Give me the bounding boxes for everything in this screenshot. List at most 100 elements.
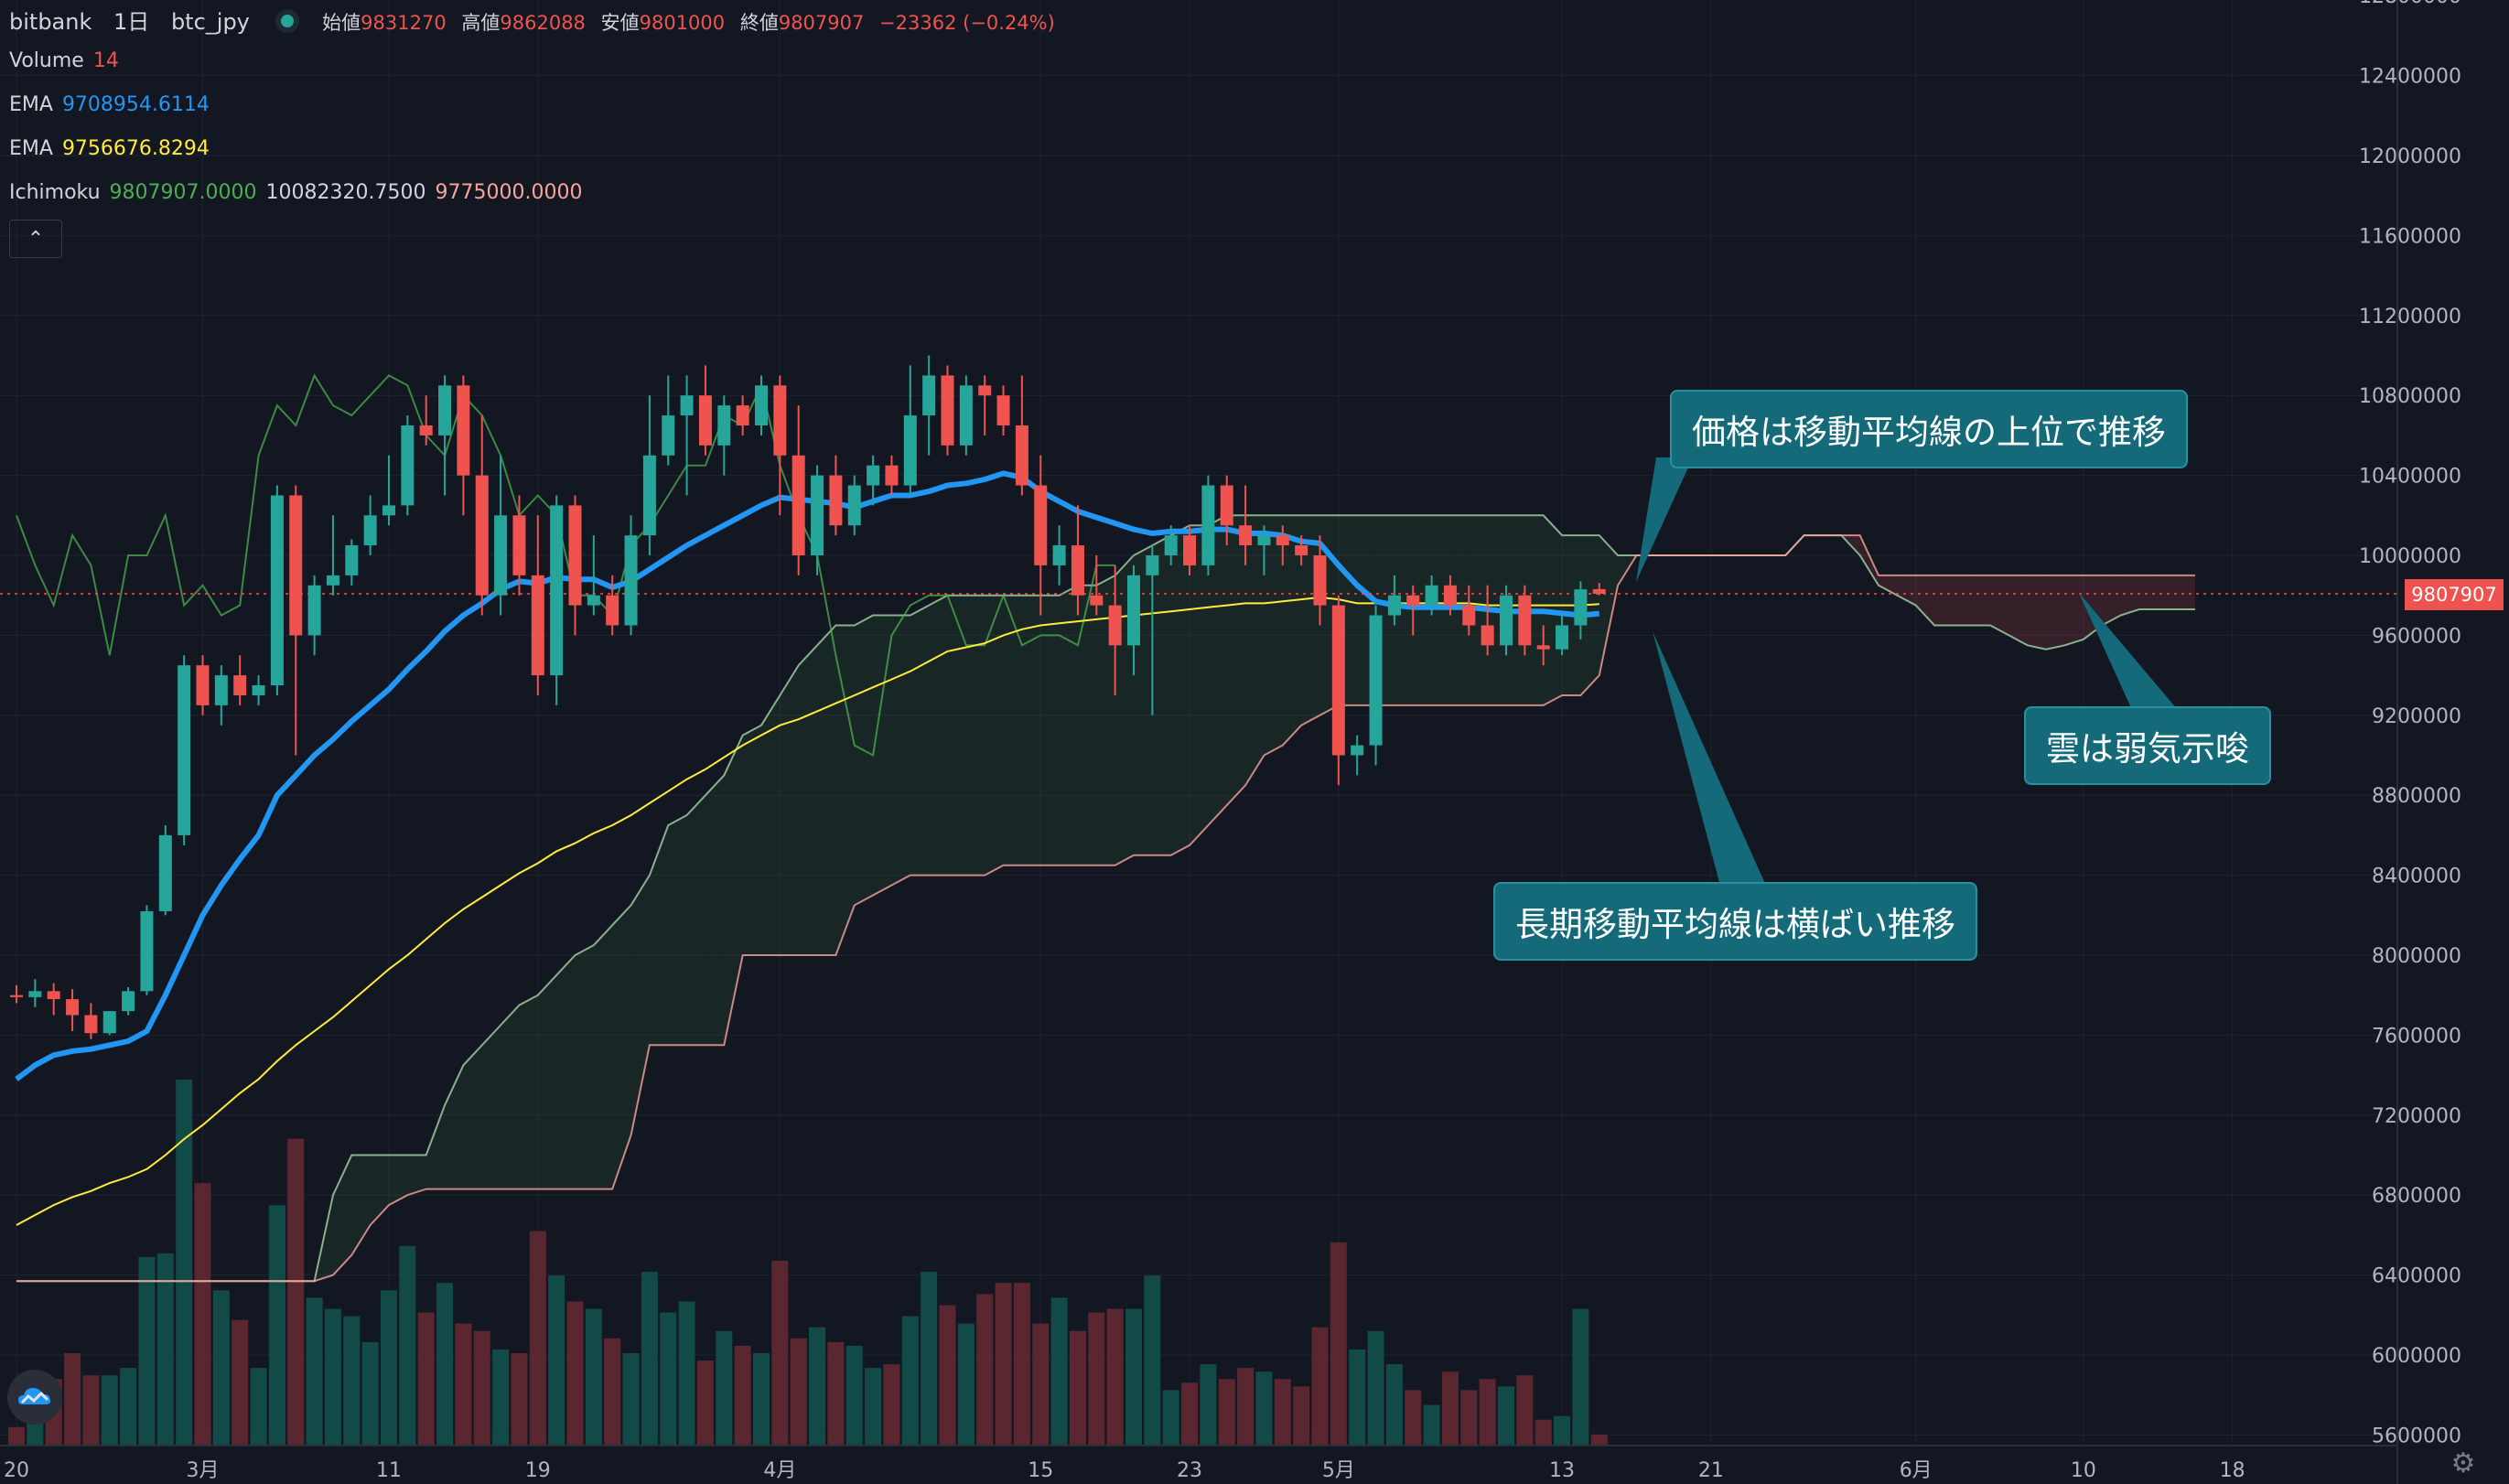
candle-body <box>1183 535 1197 565</box>
collapse-legend-button[interactable]: ⌃ <box>9 220 62 258</box>
candle-body <box>550 505 564 676</box>
volume-bar <box>8 1426 25 1446</box>
candle-body <box>1071 545 1084 596</box>
settings-gear-icon[interactable]: ⚙ <box>2450 1447 2476 1479</box>
cloud-segment <box>1282 515 1302 746</box>
cloud-segment <box>389 1155 408 1206</box>
cloud-segment <box>1096 575 1115 866</box>
cloud-segment <box>1859 535 1879 586</box>
cloud-segment <box>2120 575 2139 616</box>
volume-bar <box>957 1323 975 1446</box>
open-value: 9831270 <box>361 12 447 34</box>
candle-body <box>457 385 470 476</box>
cloud-segment <box>1170 525 1190 855</box>
cloud-segment <box>370 1155 389 1225</box>
candle-body <box>28 991 42 997</box>
volume-bar <box>827 1341 845 1446</box>
candle-body <box>307 585 321 636</box>
candle-body <box>811 475 824 555</box>
cloud-segment <box>965 595 985 876</box>
candle-body <box>47 991 60 1000</box>
price-tick-label: 12800000 <box>2359 0 2461 8</box>
candle-body <box>717 405 731 446</box>
candle-body <box>1108 605 1122 646</box>
cloud-segment <box>630 875 650 1135</box>
cloud-segment <box>575 945 594 1189</box>
candle-body <box>1387 595 1401 616</box>
price-tick-label: 10000000 <box>2359 545 2461 568</box>
candle-body <box>382 505 395 516</box>
cloud-segment <box>1208 515 1227 825</box>
volume-bar <box>1200 1364 1217 1446</box>
cloud-segment <box>1971 575 1991 626</box>
candle-body <box>1369 615 1383 746</box>
close-label: 終値 <box>739 12 779 34</box>
ema-fast-value: 9708954.6114 <box>61 93 210 116</box>
volume-bar <box>1144 1275 1161 1446</box>
volume-bar <box>1330 1242 1347 1446</box>
candle-body <box>642 455 656 536</box>
ichimoku-value-2: 10082320.7500 <box>265 181 426 204</box>
volume-bar <box>287 1138 305 1446</box>
cloud-segment <box>835 625 855 955</box>
candle-body <box>1295 545 1308 555</box>
symbol-name[interactable]: btc_jpy <box>170 9 250 35</box>
candle-body <box>326 575 339 586</box>
tradingview-logo[interactable] <box>7 1370 62 1425</box>
candle-body <box>885 465 899 486</box>
volume-bar <box>511 1352 528 1446</box>
time-tick-label: 20 <box>4 1459 29 1482</box>
candle-body <box>531 575 544 676</box>
candle-body <box>84 1015 98 1034</box>
volume-bar <box>101 1375 118 1446</box>
ema-slow-name: EMA <box>9 137 53 160</box>
candle-body <box>419 425 433 436</box>
candle-body <box>494 515 508 596</box>
callout-pointer-price <box>1636 457 1693 582</box>
ema-fast-legend[interactable]: EMA 9708954.6114 <box>9 93 219 116</box>
cloud-segment <box>1431 515 1450 705</box>
cloud-segment <box>1599 535 1619 676</box>
volume-bar <box>939 1305 956 1446</box>
volume-bar <box>1032 1323 1050 1446</box>
volume-bar <box>306 1297 323 1446</box>
volume-bar <box>1405 1390 1422 1446</box>
time-tick-label: 5月 <box>1322 1459 1355 1482</box>
chevron-up-icon: ⌃ <box>27 227 45 251</box>
candle-body <box>122 991 135 1012</box>
cloud-segment <box>407 1155 426 1196</box>
volume-bar <box>82 1375 100 1446</box>
volume-bar <box>716 1330 733 1446</box>
cloud-segment <box>1059 585 1078 866</box>
volume-bar <box>1516 1375 1534 1446</box>
ichimoku-name: Ichimoku <box>9 181 101 204</box>
candle-body <box>10 995 23 997</box>
cloud-segment <box>1915 575 1935 626</box>
time-tick-label: 19 <box>525 1459 551 1482</box>
candle-body <box>1425 585 1438 606</box>
price-label-badge: 9807907 <box>2405 579 2504 610</box>
time-tick-label: 23 <box>1177 1459 1202 1482</box>
ichimoku-legend[interactable]: Ichimoku 9807907.0000 10082320.7500 9775000… <box>9 181 591 204</box>
candle-body <box>1201 485 1215 565</box>
volume-bar <box>585 1308 602 1446</box>
candle-body <box>1500 595 1513 646</box>
interval[interactable]: 1日 <box>113 9 150 35</box>
cloud-segment <box>1190 525 1209 845</box>
candle-body <box>903 415 917 486</box>
candle-body <box>1220 485 1233 526</box>
volume-legend[interactable]: Volume 14 <box>9 49 128 72</box>
volume-bar <box>1349 1349 1366 1446</box>
cloud-segment <box>1021 595 1041 866</box>
volume-bar <box>455 1323 472 1446</box>
candle-body <box>867 465 880 486</box>
volume-bar <box>1311 1327 1329 1446</box>
ema-slow-legend[interactable]: EMA 9756676.8294 <box>9 137 219 160</box>
volume-bars <box>8 1080 1608 1446</box>
cloud-segment <box>593 925 613 1189</box>
time-tick-label: 3月 <box>187 1459 220 1482</box>
exchange-name[interactable]: bitbank <box>9 9 92 35</box>
cloud-segment <box>947 595 966 876</box>
candle-body <box>363 515 377 546</box>
